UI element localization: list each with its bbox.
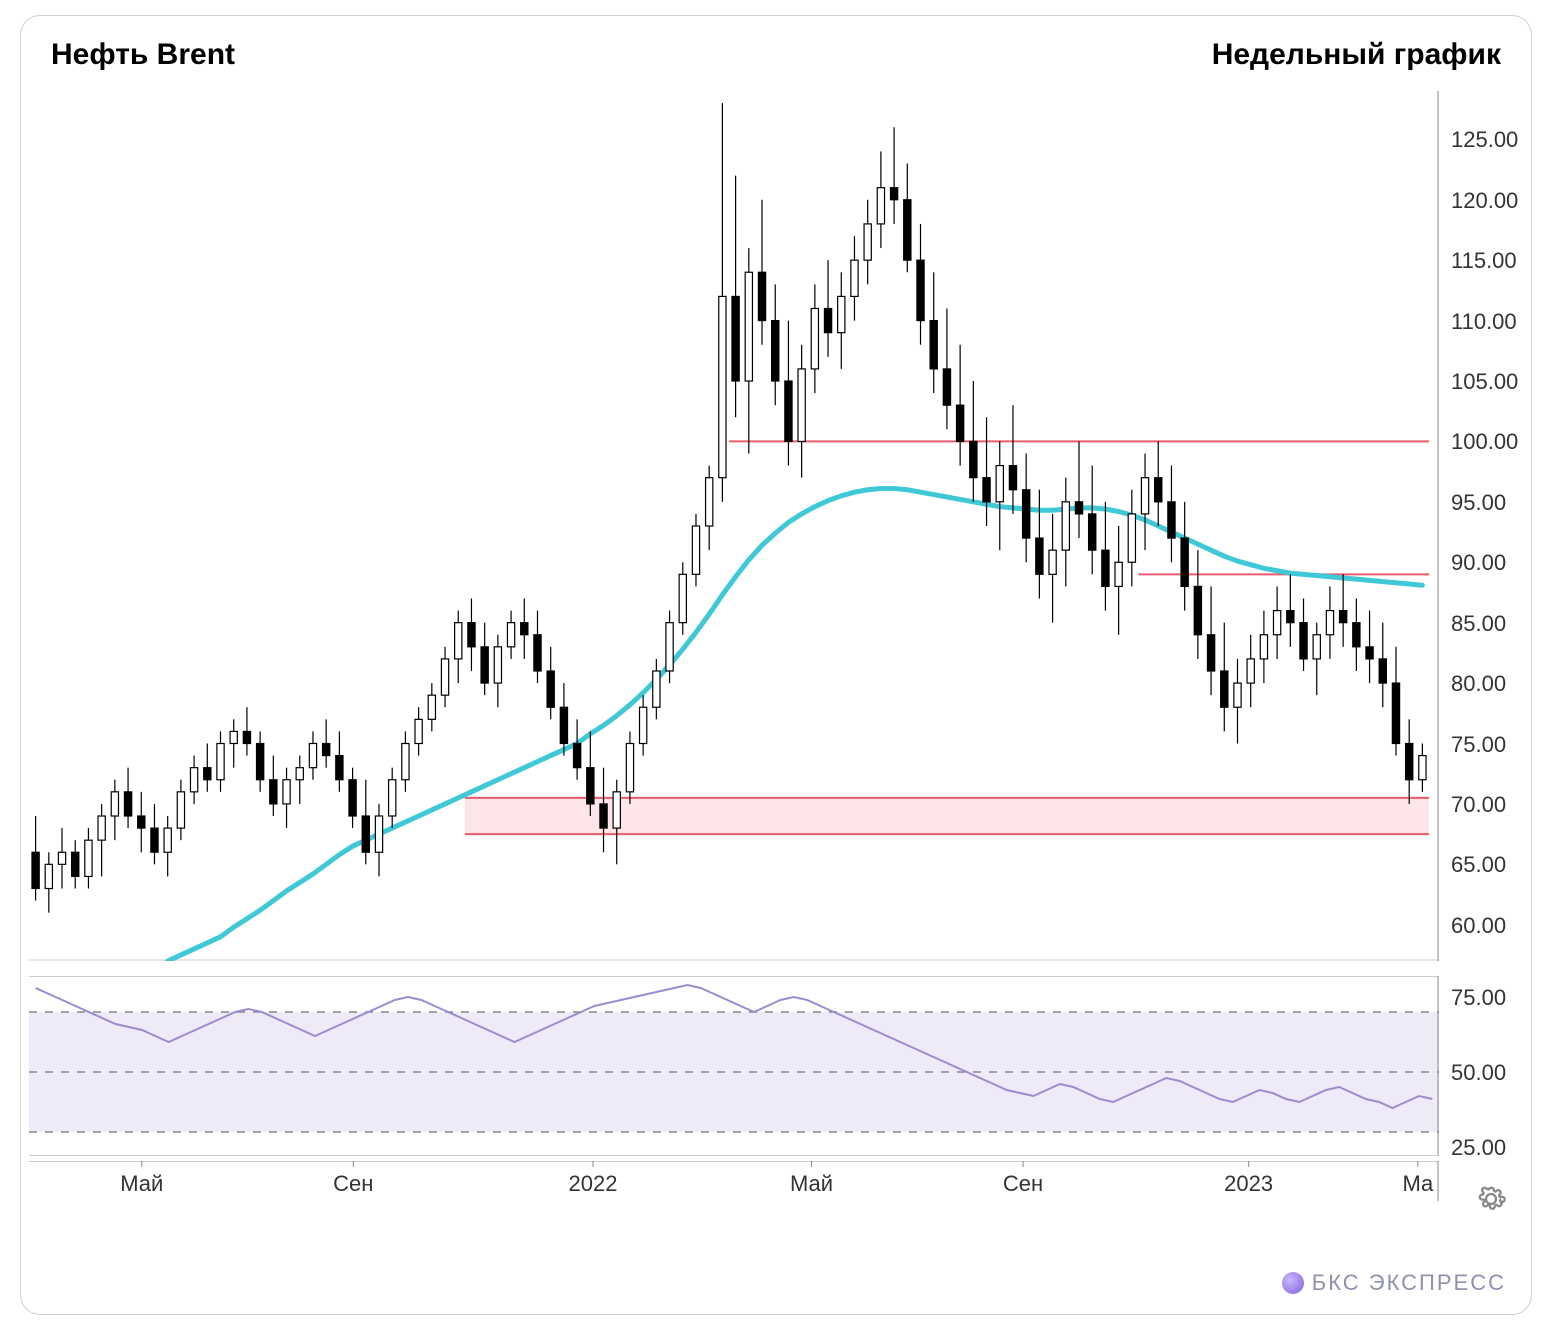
x-axis: Май Сен 2022 Май Сен 2023 Ма — [29, 1161, 1439, 1201]
chart-container: Нефть Brent Недельный график 60.00 65.00 7… — [20, 15, 1532, 1315]
x-tick-label: Ма — [1402, 1171, 1434, 1196]
chart-header: Нефть Brent Недельный график — [51, 38, 1501, 72]
x-tick-label: Сен — [1003, 1171, 1043, 1196]
watermark-text: БКС ЭКСПРЕСС — [1312, 1270, 1506, 1296]
rsi-indicator-chart[interactable] — [29, 976, 1439, 1156]
main-price-chart[interactable] — [29, 91, 1439, 961]
indicator-y-tick-label: 75.00 — [1451, 985, 1506, 1011]
settings-button[interactable] — [1476, 1184, 1506, 1214]
title-left: Нефть Brent — [51, 38, 235, 72]
watermark: БКС ЭКСПРЕСС — [1282, 1270, 1506, 1296]
indicator-y-tick-label: 25.00 — [1451, 1135, 1506, 1161]
y-tick-label: 80.00 — [1451, 671, 1506, 697]
y-tick-label: 95.00 — [1451, 490, 1506, 516]
y-tick-label: 65.00 — [1451, 852, 1506, 878]
x-tick-label: Май — [790, 1171, 833, 1196]
x-tick-label: Сен — [333, 1171, 373, 1196]
title-right: Недельный график — [1212, 38, 1501, 72]
y-tick-label: 120.00 — [1451, 188, 1518, 214]
y-tick-label: 90.00 — [1451, 550, 1506, 576]
x-tick-label: Май — [120, 1171, 163, 1196]
x-axis-svg: Май Сен 2022 Май Сен 2023 Ма — [29, 1161, 1439, 1201]
x-tick-label: 2023 — [1224, 1171, 1273, 1196]
y-tick-label: 125.00 — [1451, 127, 1518, 153]
x-tick-label: 2022 — [569, 1171, 618, 1196]
gear-icon — [1476, 1184, 1506, 1214]
watermark-logo-icon — [1282, 1272, 1304, 1294]
y-tick-label: 105.00 — [1451, 369, 1518, 395]
indicator-y-tick-label: 50.00 — [1451, 1060, 1506, 1086]
y-tick-label: 75.00 — [1451, 732, 1506, 758]
main-chart-svg[interactable] — [29, 91, 1439, 961]
y-tick-label: 85.00 — [1451, 611, 1506, 637]
y-tick-label: 100.00 — [1451, 429, 1518, 455]
indicator-svg[interactable] — [29, 976, 1439, 1156]
y-tick-label: 110.00 — [1451, 309, 1517, 335]
y-tick-label: 115.00 — [1451, 248, 1517, 274]
y-tick-label: 60.00 — [1451, 913, 1506, 939]
y-tick-label: 70.00 — [1451, 792, 1506, 818]
